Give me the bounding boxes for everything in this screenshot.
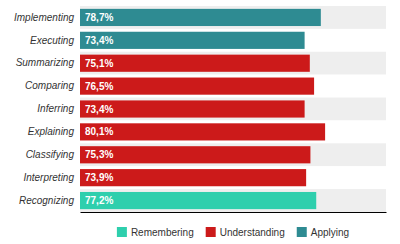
y-tick: Comparing — [25, 80, 80, 91]
bar — [80, 32, 305, 49]
legend-swatch — [117, 227, 127, 237]
stripe — [80, 189, 386, 212]
legend-label: Applying — [311, 227, 349, 238]
y-tick-label: Summarizing — [16, 57, 75, 68]
data-label: 77,2% — [85, 195, 113, 206]
data-label: 78,7% — [85, 12, 113, 23]
stripe — [80, 6, 386, 29]
legend-item: Remembering — [117, 227, 194, 238]
y-tick-label: Explaining — [28, 126, 75, 137]
data-label: 73,9% — [85, 172, 113, 183]
y-tick-label: Recognizing — [19, 195, 74, 206]
x-axis — [81, 212, 387, 213]
bar — [80, 100, 305, 117]
x-axis-line — [81, 212, 387, 213]
stripes — [80, 6, 386, 212]
chart: 78,7% 73,4% 75,1% 76,5% 73,4% 80,1% 75,3% 73,9%… — [0, 0, 400, 244]
bar — [80, 78, 314, 95]
bar — [80, 169, 306, 186]
bar — [80, 55, 310, 72]
data-labels: 78,7% 73,4% 75,1% 76,5% 73,4% 80,1% 75,3% 73,9%… — [85, 12, 113, 206]
legend-label: Understanding — [220, 227, 285, 238]
y-tick: Classifying — [26, 149, 80, 160]
legend-swatch — [297, 227, 307, 237]
stripe — [80, 120, 386, 143]
data-label: 73,4% — [85, 104, 113, 115]
y-tick-label: Executing — [30, 35, 74, 46]
legend-label: Remembering — [131, 227, 194, 238]
bars — [80, 9, 325, 209]
y-tick: Recognizing — [19, 195, 80, 206]
stripe — [80, 29, 386, 52]
y-tick: Executing — [30, 35, 80, 46]
y-tick: Explaining — [28, 126, 80, 137]
y-axis-line — [80, 7, 81, 213]
data-label: 80,1% — [85, 126, 113, 137]
legend: Remembering Understanding Applying — [117, 227, 349, 238]
data-label: 75,3% — [85, 149, 113, 160]
data-label: 73,4% — [85, 35, 113, 46]
stripe — [80, 98, 386, 121]
stripe — [80, 166, 386, 189]
y-tick-label: Implementing — [14, 12, 74, 23]
stripe — [80, 143, 386, 166]
stripe — [80, 52, 386, 75]
data-label: 76,5% — [85, 81, 113, 92]
y-axis: Implementing Executing Summarizing Comparin… — [14, 7, 81, 213]
y-tick-label: Classifying — [26, 149, 75, 160]
stripe — [80, 75, 386, 98]
y-tick-label: Interpreting — [23, 172, 74, 183]
y-tick: Summarizing — [16, 57, 80, 68]
bar — [80, 146, 310, 163]
legend-item: Understanding — [206, 227, 285, 238]
y-tick: Interpreting — [23, 172, 80, 183]
y-tick: Implementing — [14, 12, 80, 23]
data-label: 75,1% — [85, 58, 113, 69]
bar — [80, 123, 325, 140]
legend-swatch — [206, 227, 216, 237]
y-tick: Inferring — [37, 103, 80, 114]
y-tick-label: Inferring — [37, 103, 74, 114]
bar — [80, 192, 316, 209]
legend-item: Applying — [297, 227, 349, 238]
y-tick-label: Comparing — [25, 80, 74, 91]
plot: 78,7% 73,4% 75,1% 76,5% 73,4% 80,1% 75,3% 73,9%… — [14, 6, 387, 213]
bar — [80, 9, 321, 26]
